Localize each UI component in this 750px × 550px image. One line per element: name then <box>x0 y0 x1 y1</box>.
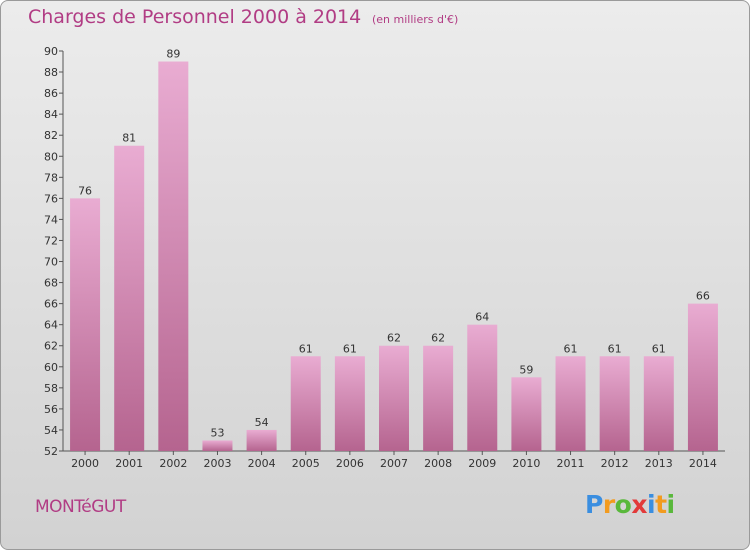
y-tick-label: 80 <box>44 150 58 163</box>
value-label: 61 <box>652 342 666 355</box>
x-tick-label: 2000 <box>71 457 99 470</box>
bars <box>70 61 718 452</box>
x-tick-label: 2012 <box>601 457 629 470</box>
x-tick-label: 2011 <box>557 457 585 470</box>
y-tick-label: 62 <box>44 340 58 353</box>
value-label: 76 <box>78 184 92 197</box>
y-tick-label: 74 <box>44 213 58 226</box>
bar-2010 <box>511 377 542 451</box>
y-tick-label: 84 <box>44 108 58 121</box>
value-label: 61 <box>564 342 578 355</box>
value-label: 59 <box>519 363 533 376</box>
y-tick-label: 78 <box>44 171 58 184</box>
y-tick-label: 66 <box>44 298 58 311</box>
x-tick-label: 2013 <box>645 457 673 470</box>
value-labels: 76 81 89 53 54 61 61 62 62 64 59 61 61 61 66 <box>78 48 710 440</box>
value-label: 53 <box>210 426 224 439</box>
y-tick-label: 70 <box>44 256 58 269</box>
proxiti-logo: Proxiti <box>585 490 675 519</box>
y-tick-label: 86 <box>44 87 58 100</box>
bar-2013 <box>643 356 674 451</box>
bar-2005 <box>290 356 321 451</box>
y-tick-label: 64 <box>44 319 58 332</box>
value-label: 61 <box>299 342 313 355</box>
bar-2002 <box>158 61 189 452</box>
logo-letter: i <box>647 490 656 519</box>
y-tick-label: 90 <box>44 45 58 58</box>
bar-2009 <box>467 324 498 451</box>
y-tick-label: 82 <box>44 129 58 142</box>
value-label: 61 <box>608 342 622 355</box>
logo-letter: i <box>666 490 676 519</box>
bar-2000 <box>70 198 101 451</box>
x-tick-label: 2003 <box>203 457 231 470</box>
bar-2006 <box>334 356 365 451</box>
value-label: 64 <box>475 311 489 324</box>
bar-2003 <box>202 440 233 451</box>
logo-letter: r <box>602 490 615 519</box>
x-tick-label: 2010 <box>512 457 540 470</box>
chart-title: Charges de Personnel 2000 à 2014 <box>28 6 362 28</box>
bar-2001 <box>114 145 145 451</box>
town-name: MONTéGUT <box>35 497 126 517</box>
y-tick-label: 52 <box>44 445 58 458</box>
y-tick-label: 72 <box>44 234 58 247</box>
x-tick-label: 2008 <box>424 457 452 470</box>
x-tick-label: 2014 <box>689 457 717 470</box>
logo-letter: o <box>614 490 632 519</box>
value-label: 81 <box>122 132 136 145</box>
y-tick-label: 88 <box>44 66 58 79</box>
bar-2008 <box>423 345 454 451</box>
y-tick-label: 60 <box>44 361 58 374</box>
bar-2012 <box>599 356 630 451</box>
y-tick-label: 56 <box>44 403 58 416</box>
value-label: 62 <box>431 332 445 345</box>
bar-2011 <box>555 356 586 451</box>
x-tick-label: 2001 <box>115 457 143 470</box>
x-tick-label: 2006 <box>336 457 364 470</box>
chart-subtitle: (en milliers d'€) <box>372 13 459 26</box>
value-label: 54 <box>255 416 269 429</box>
y-tick-label: 76 <box>44 192 58 205</box>
y-tick-label: 58 <box>44 382 58 395</box>
value-label: 61 <box>343 342 357 355</box>
x-tick-label: 2007 <box>380 457 408 470</box>
logo-letter: P <box>585 490 603 519</box>
x-tick-label: 2009 <box>468 457 496 470</box>
bar-2007 <box>379 345 409 451</box>
x-tick-label: 2004 <box>248 457 276 470</box>
value-label: 66 <box>696 290 710 303</box>
value-label: 62 <box>387 332 401 345</box>
y-tick-label: 68 <box>44 277 58 290</box>
logo-letter: t <box>655 490 667 519</box>
value-label: 89 <box>166 48 180 61</box>
y-tick-label: 54 <box>44 424 58 437</box>
x-tick-label: 2002 <box>159 457 187 470</box>
logo-letter: x <box>631 490 647 519</box>
bar-2004 <box>246 429 277 451</box>
x-tick-label: 2005 <box>292 457 320 470</box>
bar-2014 <box>687 303 718 451</box>
